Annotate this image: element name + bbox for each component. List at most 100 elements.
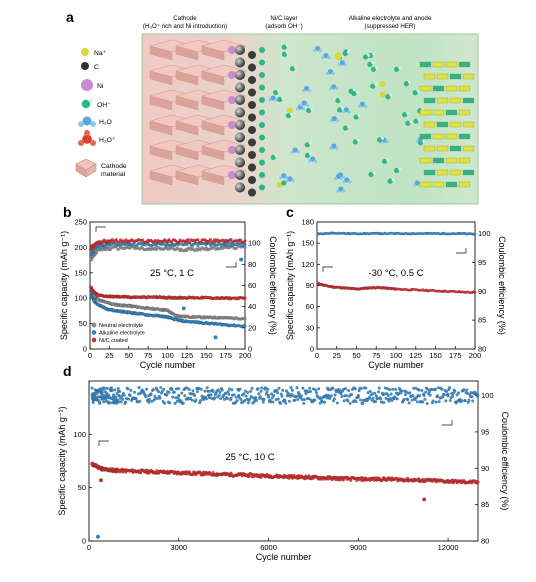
data-point xyxy=(243,389,247,393)
data-point xyxy=(280,394,284,398)
hydroxide-hydrogen xyxy=(391,178,395,182)
y-tick-label: 150 xyxy=(301,239,314,248)
y2-tick-label: 95 xyxy=(478,258,486,267)
x-axis-title: Cycle number xyxy=(368,360,424,370)
y2-axis-title: Coulombic efficiency (%) xyxy=(500,412,510,511)
cathode-slab-side xyxy=(149,120,173,136)
carbon-sphere-highlight xyxy=(235,70,245,80)
data-point xyxy=(150,399,154,403)
hydroxide-hydrogen xyxy=(422,139,425,143)
condition-label: -30 °C, 0.5 C xyxy=(368,268,423,279)
data-point xyxy=(127,304,131,308)
sodium-ion xyxy=(276,181,283,188)
hydroxide-ion xyxy=(376,137,383,143)
anode-block xyxy=(449,121,462,128)
cathode-slab-side xyxy=(149,145,173,161)
data-point xyxy=(113,388,117,392)
y-axis-title: Specific capacity (mAh g⁻¹) xyxy=(285,231,295,340)
data-point xyxy=(111,308,115,312)
data-point xyxy=(446,394,450,398)
carbon-sphere xyxy=(248,76,256,84)
data-point xyxy=(451,391,455,395)
data-point xyxy=(406,398,410,402)
data-point xyxy=(344,387,348,391)
data-point xyxy=(394,387,398,391)
data-point xyxy=(160,389,164,393)
data-point xyxy=(308,386,312,390)
hydroxide-hydrogen xyxy=(274,154,278,158)
data-point xyxy=(317,387,321,391)
anode-block xyxy=(423,121,436,128)
cathode-slab-side xyxy=(175,95,199,111)
data-point xyxy=(331,386,335,390)
anode-block xyxy=(462,73,475,80)
data-point xyxy=(147,400,151,404)
data-point xyxy=(177,394,181,398)
water-molecule xyxy=(270,95,276,101)
data-point xyxy=(308,389,312,393)
data-point xyxy=(247,474,251,478)
water-molecule xyxy=(331,116,337,122)
hydroxide-ion xyxy=(259,47,265,53)
data-point xyxy=(118,390,122,394)
data-point xyxy=(117,247,121,251)
data-point xyxy=(393,395,397,399)
anode-block xyxy=(458,109,471,116)
data-point xyxy=(216,296,220,300)
anode-block xyxy=(436,121,449,128)
data-point xyxy=(314,388,318,392)
data-point xyxy=(166,246,169,250)
data-point xyxy=(213,396,217,400)
data-point xyxy=(248,397,252,401)
data-point xyxy=(335,401,339,405)
data-point xyxy=(355,287,358,291)
carbon-sphere xyxy=(248,88,256,97)
water-hydrogen xyxy=(412,183,416,187)
data-point xyxy=(386,286,390,290)
data-point xyxy=(276,391,279,395)
right-axis-arrow xyxy=(226,262,237,268)
water-hydrogen xyxy=(363,104,368,108)
data-point xyxy=(262,397,266,401)
water-hydrogen xyxy=(301,107,305,111)
y2-tick-label: 0 xyxy=(248,345,252,354)
data-point xyxy=(258,395,262,399)
hydroxide-hydrogen xyxy=(398,167,402,171)
legend-label-sodium: Na⁺ xyxy=(94,50,107,57)
series-alkaline-electrolyte xyxy=(89,291,247,328)
panel-c: c 0 25 50 75 100 125 150 175 200 0 30 60 90 120 150 180… xyxy=(285,204,507,370)
x-tick-label: 125 xyxy=(181,351,194,360)
data-point xyxy=(150,243,154,247)
data-point xyxy=(368,389,372,393)
x-tick-label: 175 xyxy=(219,351,232,360)
water-hydrogen xyxy=(296,150,300,154)
data-point xyxy=(436,394,440,398)
data-point xyxy=(415,400,419,404)
water-hydrogen xyxy=(347,110,351,114)
left-axis-arrow xyxy=(322,266,333,272)
water-hydrogen xyxy=(335,119,339,123)
y2-tick-label: 95 xyxy=(481,427,489,436)
header-nic-line1: Ni/C layer xyxy=(270,15,297,22)
data-point xyxy=(179,399,183,403)
data-point xyxy=(90,462,94,466)
data-point xyxy=(323,400,327,404)
anode-block xyxy=(436,169,449,176)
hydroxide-ion xyxy=(305,107,312,114)
data-point xyxy=(246,390,250,394)
legend-marker xyxy=(91,322,97,328)
data-point xyxy=(141,238,145,242)
data-point xyxy=(281,388,285,392)
data-point xyxy=(147,470,151,474)
cathode-slab-side xyxy=(149,70,173,86)
hydroxide-hydrogen xyxy=(386,158,389,162)
data-point xyxy=(471,399,475,403)
y-axis-title: Specific capacity (mAh g⁻¹) xyxy=(59,231,69,340)
anode-block xyxy=(458,85,471,92)
data-point xyxy=(386,394,390,398)
cathode-slab-side xyxy=(149,45,173,61)
data-point xyxy=(445,390,449,394)
y-tick-label: 30 xyxy=(306,323,314,332)
data-point xyxy=(261,400,265,404)
data-point xyxy=(348,401,352,405)
